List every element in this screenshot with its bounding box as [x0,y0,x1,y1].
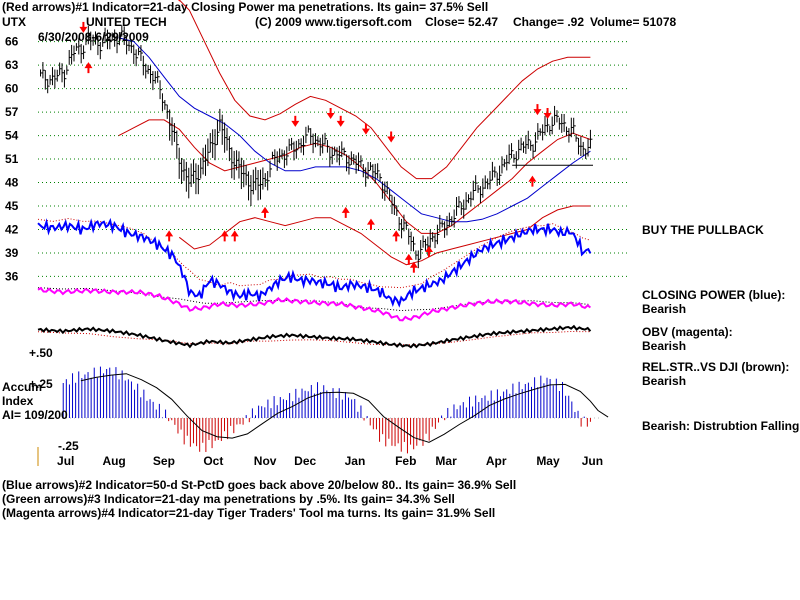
y-tick-label-45: 45 [5,199,19,213]
accum-title: Accum [2,380,43,394]
x-tick-label-dec: Dec [294,454,316,468]
gridlines [38,41,630,277]
company-name: UNITED TECH [86,15,167,29]
buy-arrow-head [366,218,375,225]
obv-line [37,286,592,322]
sell-arrow-head [533,109,542,116]
sell-arrow-head [326,113,335,119]
rel-str-ma-line [37,330,591,346]
mid-band-line [118,119,591,234]
x-tick-label-apr: Apr [486,454,507,468]
closing-power-line [37,217,592,308]
x-tick-label-nov: Nov [254,454,277,468]
x-tick-label-jul: Jul [57,454,74,468]
copyright: (C) 2009 www.tigersoft.com [255,15,412,29]
change-value: Change= .92 [513,15,585,29]
y-tick-label-60: 60 [5,82,19,96]
sell-arrow-head [178,0,181,2]
y-axis: 66 63 60 57 54 51 48 45 42 39 36 [5,35,19,284]
sell-arrow-head [291,120,300,127]
price-series [40,25,593,269]
buy-arrow-head [392,230,401,237]
x-tick-label-jan: Jan [345,454,366,468]
y-tick-label-66: 66 [5,35,19,49]
sell-arrow-head [336,120,345,127]
buy-arrow-head [404,253,413,260]
buy-arrow-head [230,230,239,237]
x-axis: Jul Aug Sep Oct Nov Dec Jan Feb Mar Apr May Jun [37,447,603,468]
sell-arrow-head [79,26,88,33]
close-value: Close= 52.47 [425,15,499,29]
rel-str-line [37,324,592,349]
obv-label: OBV (magenta): [642,325,733,339]
ma50-line [118,37,591,223]
accum-ma-line [80,373,609,443]
y-tick-label-42: 42 [5,222,19,236]
accum-upper-label: +.50 [29,346,53,360]
closing-power-label: CLOSING POWER (blue): [642,288,786,302]
upper-band-line [178,0,591,180]
y-tick-label-36: 36 [5,269,19,283]
y-tick-label-57: 57 [5,105,19,119]
accum-index-panel [38,366,609,454]
x-tick-label-sep: Sep [153,454,175,468]
indicator-lines [37,217,592,349]
moving-average-bands [118,0,591,266]
sell-arrow-head [387,136,396,143]
buy-arrow-head [424,246,433,253]
x-tick-label-jun: Jun [582,454,603,468]
y-tick-label-63: 63 [5,58,19,72]
sell-arrow-head [543,113,552,119]
sell-arrow-head [361,128,370,135]
buy-arrow-head [341,206,350,213]
accum-mid-label: +.25 [29,377,53,391]
rel-str-status: Bearish [642,374,687,388]
x-tick-label-oct: Oct [203,454,223,468]
y-tick-label-39: 39 [5,246,19,260]
obv-status: Bearish [642,339,687,353]
x-tick-label-mar: Mar [435,454,457,468]
accum-ai-value: AI= 109/200 [2,408,68,422]
x-tick-label-aug: Aug [102,454,125,468]
buy-pullback-note: BUY THE PULLBACK [642,223,764,237]
rel-str-label: REL.STR..VS DJI (brown): [642,360,790,374]
accum-title-index: Index [2,394,34,408]
buy-arrow-head [165,230,174,237]
x-tick-label-may: May [536,454,560,468]
x-tick-label-feb: Feb [395,454,416,468]
volume-value: Volume= 51078 [590,15,677,29]
y-tick-label-54: 54 [5,129,19,143]
ticker: UTX [2,15,26,29]
footer-line3: (Magenta arrows)#4 Indicator=21-day Tige… [2,506,496,520]
header-line1: (Red arrows)#1 Indicator=21-day Closing … [2,0,489,14]
accum-status-note: Bearish: Distrubtion Falling. [642,419,800,433]
lower-band-line [178,205,591,266]
buy-arrow-head [528,175,537,182]
buy-arrow-head [409,261,418,268]
footer-line2: (Green arrows)#3 Indicator=21-day ma pen… [2,492,455,506]
buy-arrow-head [220,230,229,237]
signal-arrows [79,0,552,273]
buy-arrow-head [261,206,270,213]
y-tick-label-51: 51 [5,152,19,166]
closing-power-status: Bearish [642,302,687,316]
buy-arrow-head [84,62,93,69]
footer-line1: (Blue arrows)#2 Indicator=50-d St-PctD g… [2,478,517,492]
y-tick-label-48: 48 [5,176,19,190]
accum-lower-label: -.25 [58,439,79,453]
